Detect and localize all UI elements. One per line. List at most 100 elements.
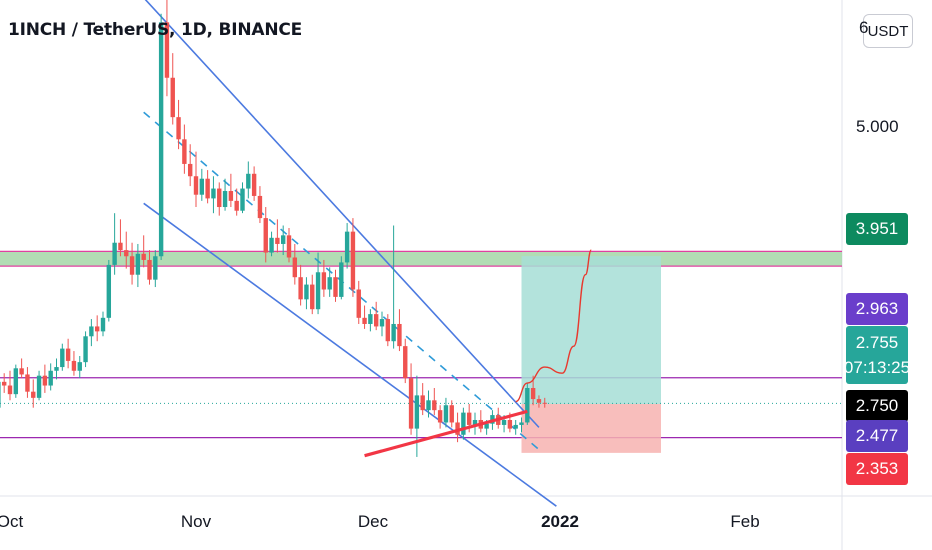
candle-body — [373, 314, 379, 327]
candle-body — [7, 385, 13, 395]
candle-body — [525, 387, 530, 423]
candle-body — [211, 188, 216, 199]
candle-body — [65, 348, 71, 361]
candle-body — [356, 289, 361, 318]
candle-body — [350, 231, 356, 290]
candle-body — [42, 375, 48, 386]
candle-body — [321, 272, 327, 290]
channel-line-1 — [143, 202, 557, 507]
candle-body — [420, 395, 425, 411]
candle-body — [368, 314, 373, 324]
date-label-dec: Dec — [357, 512, 389, 531]
candle-body — [222, 191, 228, 208]
candle-body — [315, 272, 321, 310]
candle-body — [432, 400, 437, 411]
candle-body — [54, 367, 59, 371]
candle-body — [48, 370, 53, 386]
candle-body — [94, 326, 100, 332]
candle-body — [228, 191, 234, 201]
date-label-2022: 2022 — [541, 512, 579, 531]
position-stop-zone — [521, 404, 661, 453]
candle-body — [513, 424, 518, 429]
candle-body — [542, 402, 547, 404]
candle-body — [385, 319, 391, 342]
projection-curve — [515, 249, 592, 403]
candle-body — [466, 412, 472, 425]
candle-body — [455, 422, 460, 435]
candle-body — [19, 368, 24, 375]
candle-body — [333, 277, 338, 297]
candle-body — [240, 188, 245, 211]
date-label-nov: Nov — [180, 512, 212, 531]
candle-body — [292, 257, 298, 278]
candle-body — [414, 395, 420, 429]
candle-body — [100, 317, 106, 332]
candle-body — [443, 405, 449, 423]
candle-body — [234, 200, 239, 211]
candle-body — [89, 326, 94, 337]
price-label-five: 5.000 — [856, 117, 899, 136]
candle-body — [408, 378, 414, 429]
candle-body — [397, 323, 402, 347]
candle-body — [403, 346, 408, 379]
candle-body — [199, 178, 205, 195]
candle-body — [158, 22, 164, 257]
candle-body — [170, 77, 175, 118]
candle-body — [135, 253, 141, 275]
candle-body — [286, 235, 292, 258]
candle-body — [176, 117, 181, 140]
candle-body — [519, 422, 524, 425]
price-tag-stop: 2.353 — [846, 453, 908, 485]
candle-body — [507, 420, 513, 429]
candle-body — [461, 412, 466, 435]
position-target-zone — [521, 256, 661, 404]
candle-body — [251, 173, 257, 196]
price-tag-last: 2.755 07:13:25 — [844, 326, 910, 384]
last-price-value: 2.755 — [855, 333, 899, 352]
candle-body — [106, 264, 112, 318]
candle-body — [118, 242, 123, 251]
candle-body — [182, 139, 187, 164]
candle-body — [71, 360, 77, 371]
candle-body — [193, 176, 199, 195]
candle-body — [449, 405, 454, 423]
candle-body — [246, 173, 251, 189]
candle-body — [0, 381, 1, 408]
candle-body — [263, 218, 268, 253]
candle-body — [141, 253, 146, 260]
candle-body — [484, 423, 489, 429]
candle-body — [304, 284, 309, 300]
candle-body — [472, 420, 478, 425]
candle-body — [437, 410, 443, 423]
candle-body — [187, 163, 193, 177]
candle-body — [77, 362, 82, 371]
candle-body — [310, 284, 315, 310]
price-tag-lower: 2.477 — [846, 420, 908, 452]
price-tag-entry: 2.750 — [846, 390, 908, 422]
currency-button[interactable]: USDT — [863, 14, 913, 48]
candle-body — [426, 400, 431, 411]
candle-body — [83, 336, 88, 363]
price-label-top: 6 — [859, 18, 869, 37]
candle-body — [344, 231, 350, 263]
candle-body — [36, 375, 42, 398]
candle-body — [31, 391, 36, 398]
candle-body — [60, 348, 65, 368]
candle-body — [269, 237, 274, 253]
candle-body — [339, 262, 344, 297]
date-label-feb: Feb — [730, 512, 760, 531]
candle-body — [217, 188, 222, 208]
candle-body — [530, 387, 536, 400]
date-label-oct: Oct — [0, 512, 24, 531]
price-tag-resistance: 3.951 — [846, 213, 908, 245]
channel-line-0 — [144, 0, 540, 428]
candle-body — [536, 399, 542, 403]
candle-body — [327, 277, 332, 290]
support-trendline — [364, 409, 528, 458]
candle-body — [112, 242, 117, 265]
candle-body — [391, 323, 396, 342]
candle-body — [275, 237, 280, 244]
price-tag-upper: 2.963 — [846, 293, 908, 325]
candle-body — [1, 381, 7, 386]
